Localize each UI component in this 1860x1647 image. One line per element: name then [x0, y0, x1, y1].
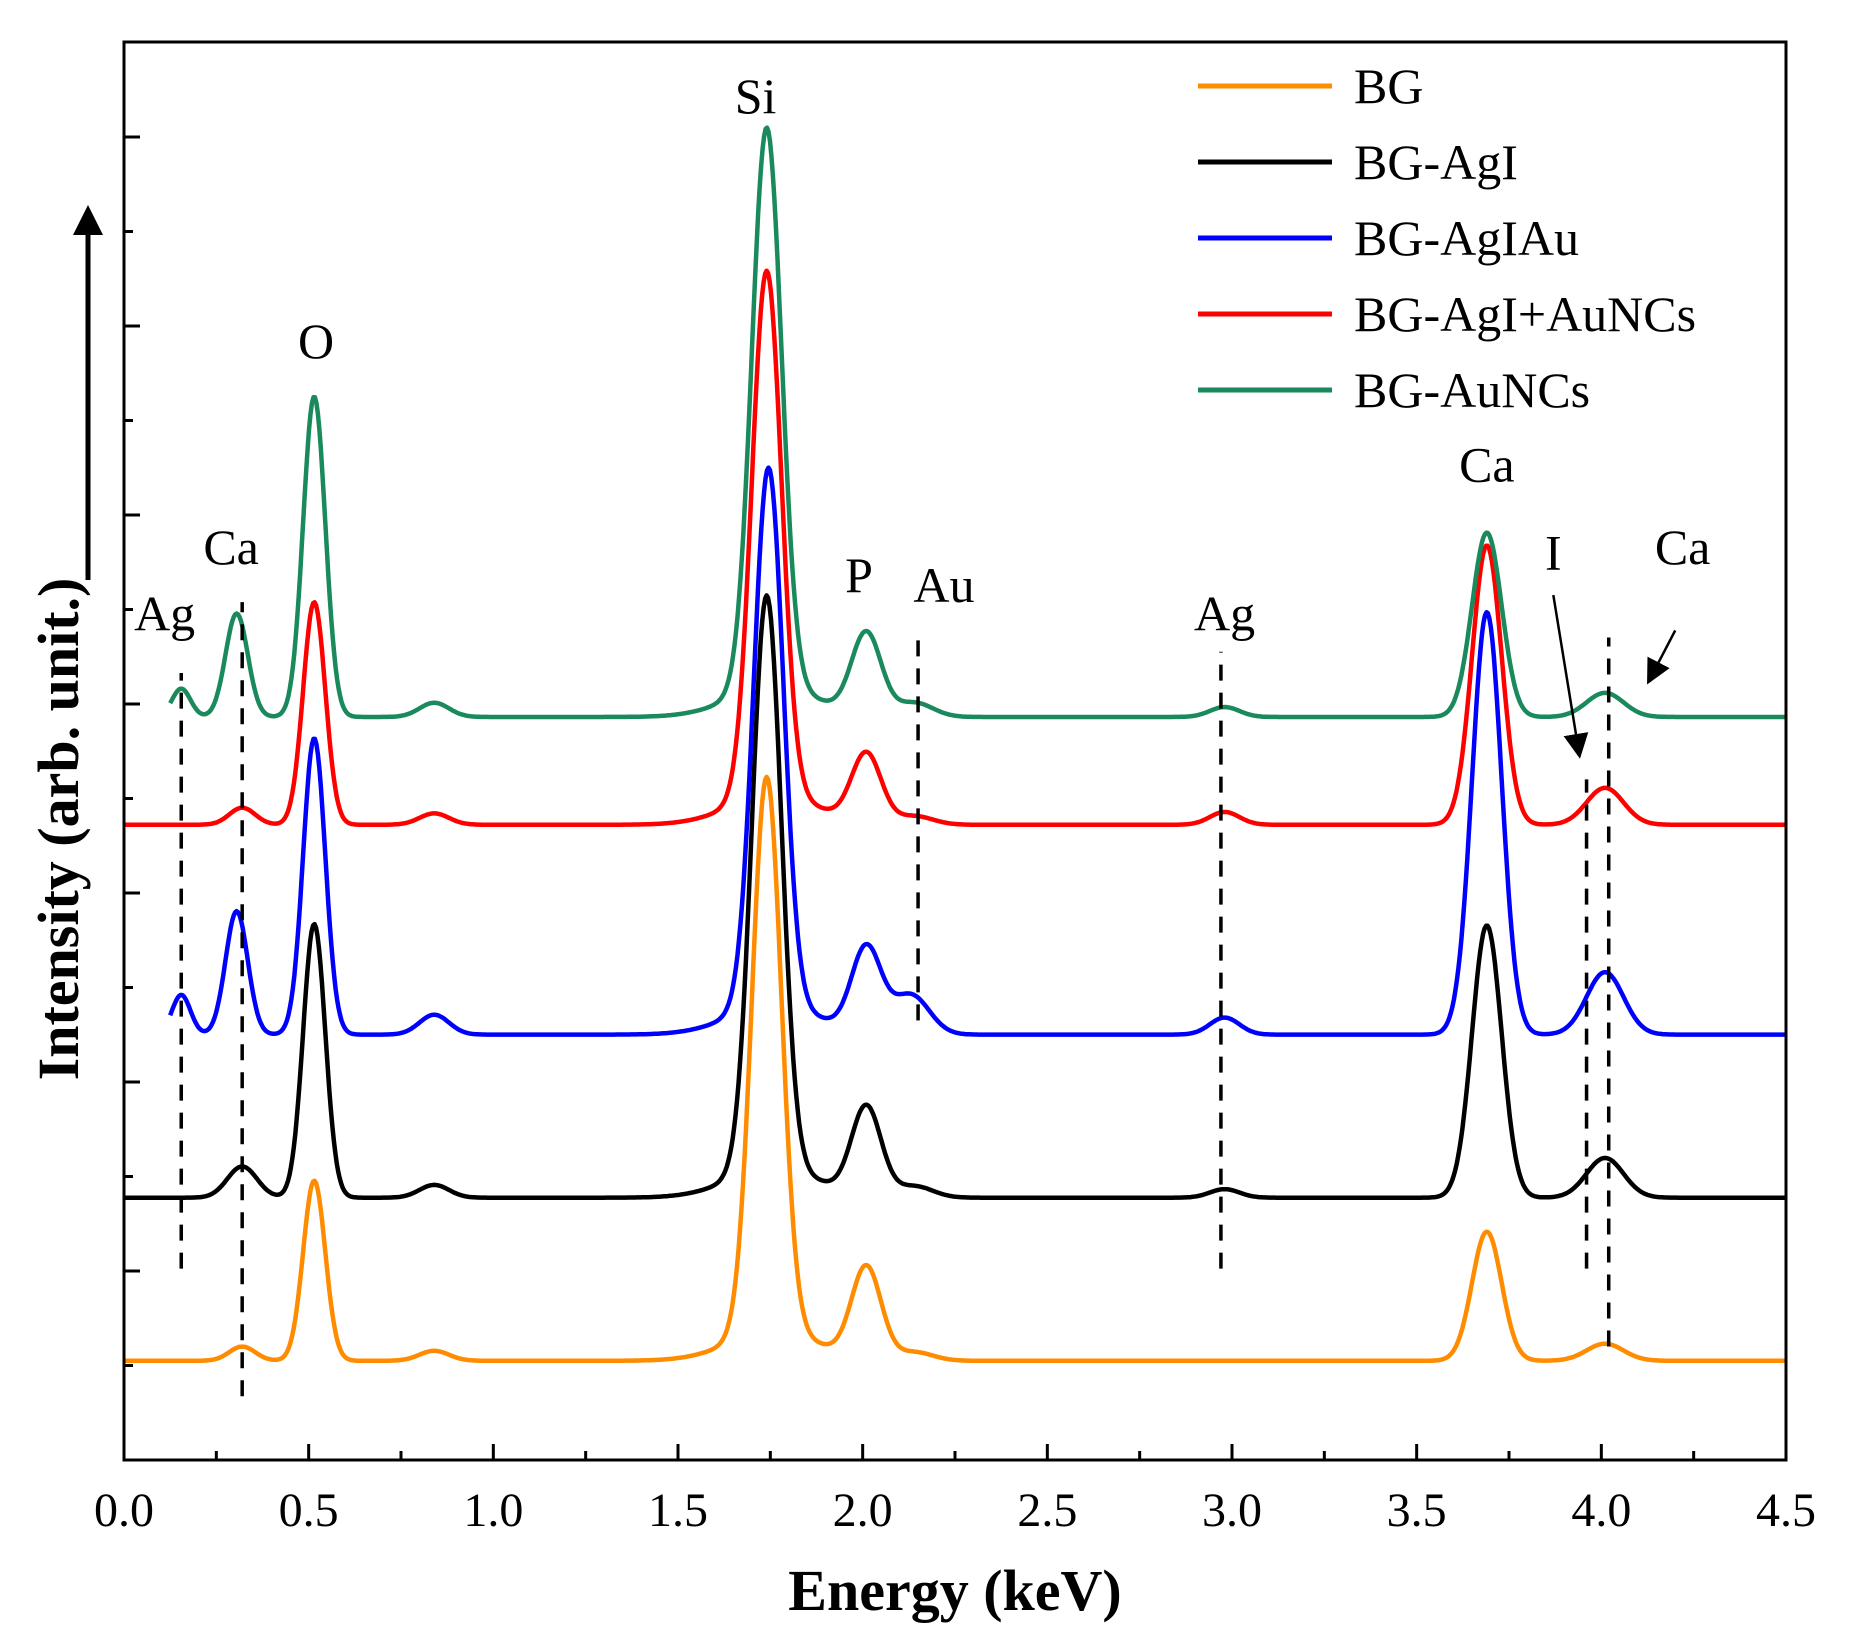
x-tick-label: 1.0: [463, 1484, 523, 1537]
peak-label-ca: Ca: [1655, 519, 1711, 575]
peak-label-ag: Ag: [134, 585, 195, 641]
peak-label-i: I: [1545, 524, 1562, 580]
series-line-bg-agi-auncs: [123, 268, 1787, 827]
peak-label-p: P: [845, 547, 873, 603]
x-tick-label: 2.5: [1017, 1484, 1077, 1537]
x-tick-label: 4.0: [1571, 1484, 1631, 1537]
annotation-arrow: [1552, 594, 1589, 759]
annotation-arrow: [1647, 629, 1677, 685]
x-tick-label: 1.5: [648, 1484, 708, 1537]
x-tick-label: 3.5: [1387, 1484, 1447, 1537]
peak-label-o: O: [298, 313, 334, 369]
peak-label-ca: Ca: [203, 519, 259, 575]
peak-label-ca: Ca: [1459, 437, 1515, 493]
legend-label: BG: [1354, 58, 1423, 114]
reference-lines: [179, 602, 1611, 1397]
legend: BG BG-AgI BG-AgIAu BG-AgI+AuNCs BG-AuNCs: [1198, 58, 1696, 418]
y-axis-title: Intensity (arb. unit.): [26, 578, 91, 1081]
x-tick-label: 0.5: [279, 1484, 339, 1537]
legend-label: BG-AgI+AuNCs: [1354, 286, 1696, 342]
legend-label: BG-AuNCs: [1354, 362, 1590, 418]
y-axis-ticks: [124, 135, 140, 1367]
series-line-bg-auncs: [168, 125, 1786, 720]
series-line-bg-agiau: [168, 465, 1786, 1037]
x-tick-label: 3.0: [1202, 1484, 1262, 1537]
series-layer: [123, 125, 1787, 1363]
series-line-bg-agi: [123, 593, 1787, 1200]
legend-label: BG-AgI: [1354, 134, 1518, 190]
x-tick-label: 4.5: [1756, 1484, 1816, 1537]
x-axis-title: Energy (keV): [788, 1558, 1121, 1623]
x-axis-ticks: 0.0 0.5 1.0 1.5 2.0 2.5 3.0 3.5 4.0 4.5: [94, 1444, 1816, 1537]
peak-label-au: Au: [913, 557, 974, 613]
x-tick-label: 0.0: [94, 1484, 154, 1537]
legend-label: BG-AgIAu: [1354, 210, 1579, 266]
x-tick-label: 2.0: [833, 1484, 893, 1537]
series-line-bg: [123, 774, 1787, 1363]
peak-label-ag: Ag: [1194, 585, 1255, 641]
peak-label-si: Si: [735, 68, 777, 124]
